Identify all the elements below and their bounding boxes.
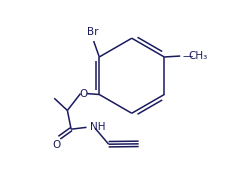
Text: NH: NH bbox=[90, 122, 105, 132]
Text: —: — bbox=[181, 51, 192, 61]
Text: CH₃: CH₃ bbox=[188, 51, 207, 61]
Text: O: O bbox=[52, 140, 60, 150]
Text: Br: Br bbox=[87, 27, 98, 37]
Text: O: O bbox=[79, 89, 87, 98]
